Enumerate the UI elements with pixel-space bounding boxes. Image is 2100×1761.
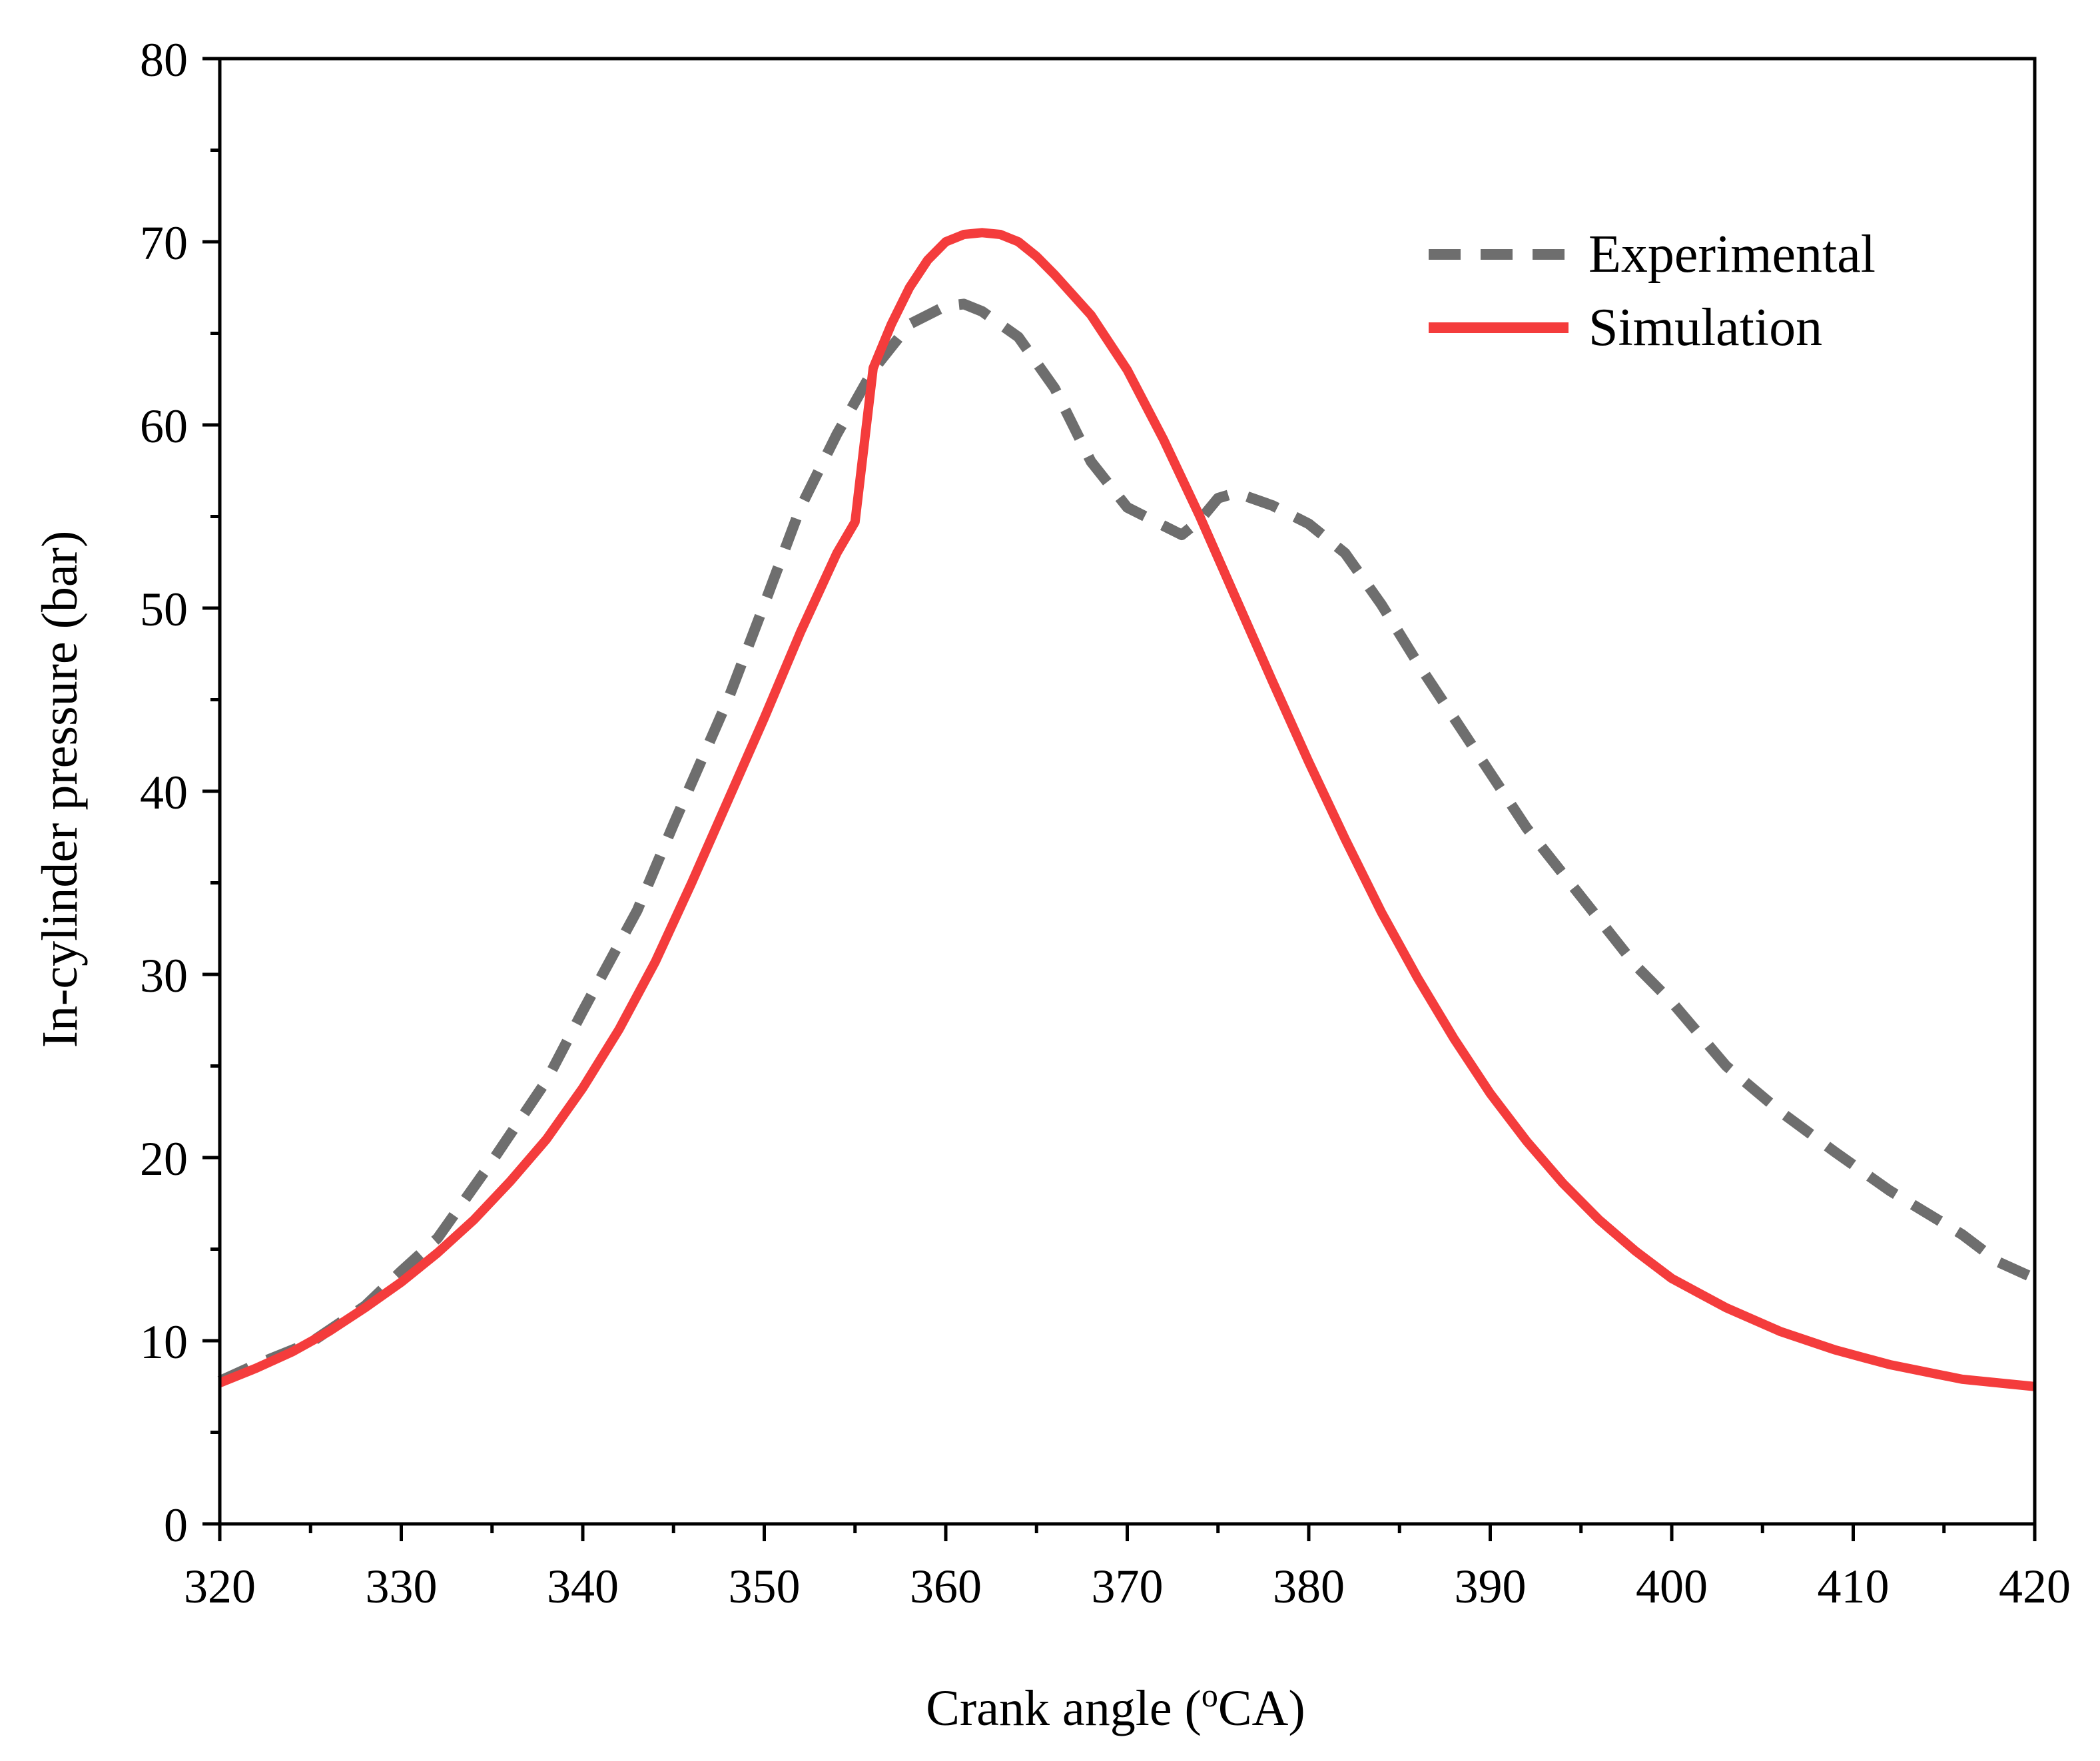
series-experimental-line [217,298,2037,1386]
x-tick-label: 420 [1999,1560,2071,1613]
y-tick-label: 80 [140,33,188,87]
y-tick-label: 50 [140,583,188,636]
x-tick-label: 320 [184,1560,256,1613]
x-tick-label: 380 [1273,1560,1345,1613]
x-tick-label: 370 [1092,1560,1164,1613]
y-tick-label: 70 [140,216,188,270]
y-tick-label: 60 [140,400,188,453]
x-tick-label: 350 [729,1560,801,1613]
y-tick-label: 30 [140,949,188,1002]
y-tick-label: 0 [164,1499,188,1552]
x-tick-label: 410 [1818,1560,1890,1613]
plot-lines [217,228,2037,1391]
x-tick-label: 400 [1636,1560,1708,1613]
axis-ticks: 320 330 340 350 360 370 380 390 400 410 420 0 10 20 30… [140,33,2071,1613]
y-tick-label: 10 [140,1315,188,1369]
x-tick-label: 360 [910,1560,982,1613]
y-axis-title: In-cylinder pressure (bar) [32,531,88,1048]
legend-label-experimental: Experimental [1588,225,1876,284]
legend: Experimental Simulation [1429,225,1876,357]
x-tick-label: 330 [366,1560,438,1613]
legend-label-simulation: Simulation [1588,298,1822,357]
y-tick-label: 40 [140,766,188,819]
y-tick-label: 20 [140,1132,188,1186]
x-tick-label: 390 [1455,1560,1527,1613]
series-simulation-line [218,228,2035,1391]
x-tick-label: 340 [547,1560,619,1613]
x-axis-title: Crank angle (oCA) [926,1676,1305,1736]
